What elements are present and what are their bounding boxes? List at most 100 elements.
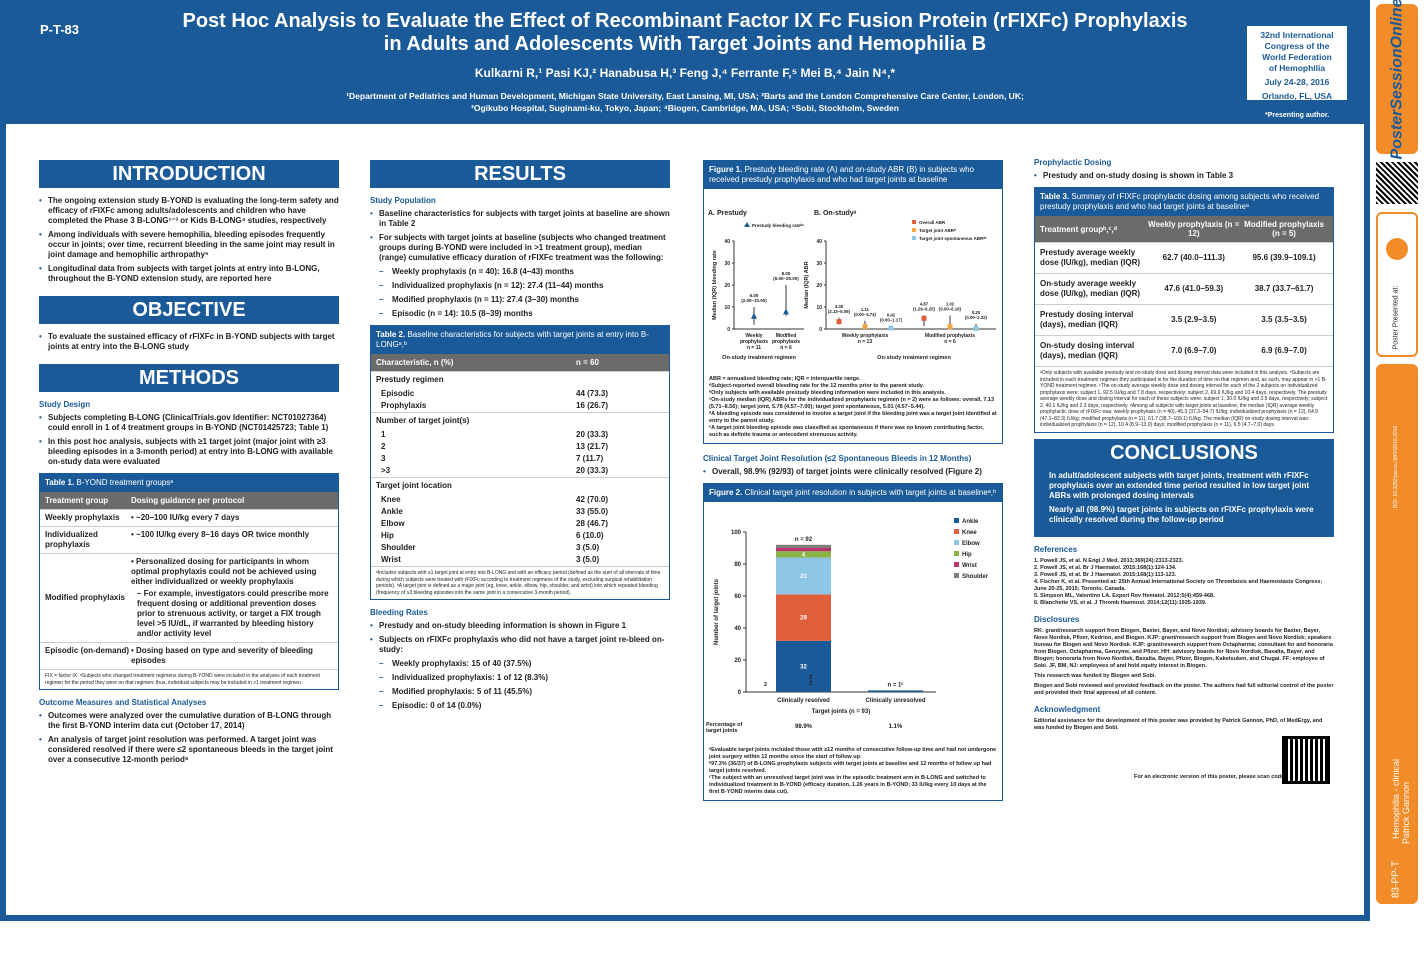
table-cell: Knee [381, 495, 401, 504]
table-cell: 47.6 (41.0–59.3) [1164, 284, 1224, 293]
data-label: (0.00–3.74) [854, 312, 877, 317]
clinical-resolution-list: Overall, 98.9% (92/93) of target joints … [703, 467, 1003, 477]
figure-1-caption: Figure 1. Prestudy bleeding rate (A) and… [704, 161, 1002, 189]
bleeding-rates-title: Bleeding Rates [370, 608, 428, 617]
bar-segment [776, 544, 831, 548]
group-label: Weekly prophylaxis [842, 333, 889, 339]
table-cell: 95.6 (39.9–109.1) [1252, 253, 1316, 262]
table-row: Prestudy dosing interval (days), median … [1035, 304, 1333, 335]
data-point [836, 319, 842, 325]
methods-heading: METHODS [39, 364, 339, 392]
figure-2-caption: Figure 2. Clinical target joint resoluti… [704, 484, 1002, 502]
list-item: Among individuals with severe hemophilia… [39, 230, 339, 260]
column-2: RESULTS Study Population Baseline charac… [370, 160, 670, 715]
congress-logo-box: Poster Presented at: [1376, 212, 1418, 357]
table-row: Shoulder 3 (5.0) [371, 542, 669, 554]
list-item: Weekly prophylaxis: 15 of 40 (37.5%) [370, 659, 670, 669]
list-item: For subjects with target joints at basel… [370, 233, 670, 263]
y-tick-label: 20 [734, 658, 741, 664]
table-cell: 20 (33.3) [576, 430, 609, 439]
list-item: Outcomes were analyzed over the cumulati… [39, 711, 339, 731]
bar-segment [776, 557, 831, 595]
study-design-list: Subjects completing B-LONG (ClinicalTria… [39, 413, 339, 467]
table-row: 2 13 (21.7) [371, 441, 669, 453]
y-axis-label: Number of target joints [714, 578, 720, 645]
table-row: Hip 6 (10.0) [371, 530, 669, 542]
list-item: Subjects on rFIXFc prophylaxis who did n… [370, 635, 670, 655]
table-cell: Prestudy average weekly dose (IU/kg), me… [1040, 248, 1141, 267]
table-cell: 44 (73.3) [576, 389, 609, 398]
list-item: 5. Simpson ML, Valentino LA. Expert Rev … [1034, 592, 1215, 599]
conclusions-list: In adult/adolescent subjects with target… [1040, 471, 1328, 525]
table-row: On-study average weekly dose (IU/kg), me… [1035, 273, 1333, 304]
table-3-caption: Table 3. Summary of rFIXFc prophylactic … [1035, 188, 1333, 216]
table-cell: 1 [381, 430, 386, 439]
qr-code-icon[interactable] [1376, 162, 1418, 204]
table-1-caption: Table 1. B-YOND treatment groupsᵃ [40, 474, 338, 492]
table-cell: 33 (55.0) [576, 507, 609, 516]
congress-dates: July 24-28, 2016 [1264, 77, 1330, 87]
data-label: 4.87 [920, 301, 929, 306]
table-cell: 13 (21.7) [576, 442, 609, 451]
table-cell: 3.5 (2.9–3.5) [1171, 315, 1217, 324]
table-2-footnote: ᵃIncludes subjects with ≥1 target joint … [371, 566, 669, 599]
legend-marker [954, 518, 959, 523]
table-cell: 38.7 (33.7–61.7) [1254, 284, 1314, 293]
group-label: prophylaxis [772, 339, 800, 345]
table-cell: Prophylaxis [381, 401, 427, 410]
table-row: Prestudy average weekly dose (IU/kg), me… [1035, 242, 1333, 273]
presented-label: Poster Presented at: [1392, 285, 1400, 350]
legend-label: Elbow [962, 541, 980, 547]
affiliation-line-2: ³Ogikubo Hospital, Suginami-ku, Tokyo, J… [471, 103, 899, 113]
table-cell: Wrist [381, 555, 401, 564]
x-axis-label: On-study treatment regimen [722, 355, 796, 361]
legend-marker [954, 562, 959, 567]
table-cell: On-study average weekly dose (IU/kg), me… [1040, 279, 1141, 298]
list-item: 2. Powell JS, et al. Br J Haematol. 2015… [1034, 564, 1177, 571]
list-item: Modified prophylaxis: 5 of 11 (45.5%) [370, 687, 670, 697]
list-item: Nearly all (98.9%) target joints in subj… [1040, 505, 1328, 525]
conclusions-heading: CONCLUSIONS [1034, 438, 1334, 467]
data-point [862, 324, 868, 330]
bar-value-label: 2 [809, 681, 813, 687]
data-label: 8.00 [782, 271, 791, 276]
congress-box: 32nd International Congress of the World… [1247, 26, 1347, 101]
tick-label: 10 [816, 305, 822, 311]
list-item: An analysis of target joint resolution w… [39, 735, 339, 765]
tick-label: 0 [727, 327, 730, 333]
references-list: 1. Powell JS, et al. N Engl J Med. 2013;… [1034, 558, 1334, 607]
table-row: Individualized prophylaxis • ~100 IU/kg e… [40, 526, 338, 553]
figure-1-footnote: ABR = annualized bleeding rate; IQR = in… [709, 376, 997, 438]
legend-marker [954, 573, 959, 578]
percentage-label: Percentage of [706, 722, 743, 728]
tick-label: 20 [724, 283, 730, 289]
table-2: Table 2. Baseline characteristics for su… [370, 325, 670, 600]
congress-line: World Federation [1262, 52, 1332, 62]
presenting-author-note: *Presenting author. [1265, 112, 1330, 119]
legend-marker [954, 529, 959, 534]
data-label: (1.29–6.25) [913, 306, 936, 311]
data-point [888, 325, 894, 331]
table-row: On-study dosing interval (days), median … [1035, 335, 1333, 366]
tick-label: 10 [724, 305, 730, 311]
data-label: 1.02 [946, 301, 955, 306]
table-cell: 16 (26.7) [576, 401, 609, 410]
table-2-caption: Table 2. Baseline characteristics for su… [371, 326, 669, 354]
legend-marker [954, 540, 959, 545]
qr-code-icon[interactable] [1282, 735, 1330, 784]
sidebar-info-panel: DOI: 10.3252/pso.eu.WFH2016.2016 Hemophi… [1376, 364, 1418, 904]
x-axis-label: On-study treatment regimen [877, 355, 951, 361]
data-label: (0.00–6.16) [939, 306, 962, 311]
congress-place: Orlando, FL, USA [1261, 91, 1333, 101]
bar-segment [868, 690, 923, 692]
results-heading: RESULTS [370, 160, 670, 188]
data-label: 0.42 [887, 312, 896, 317]
table-cell: Hip [381, 531, 394, 540]
list-item: Modified prophylaxis (n = 11): 27.4 (3–3… [370, 295, 670, 305]
group-label: Modified prophylaxis [925, 333, 975, 339]
group-label: n = 13 [858, 339, 873, 345]
data-label: 1.11 [861, 307, 870, 312]
table-cell: 3 (5.0) [576, 555, 600, 564]
column-1: INTRODUCTION The ongoing extension study… [39, 160, 339, 769]
bleeding-rates-list: Prestudy and on-study bleeding informati… [370, 621, 670, 711]
